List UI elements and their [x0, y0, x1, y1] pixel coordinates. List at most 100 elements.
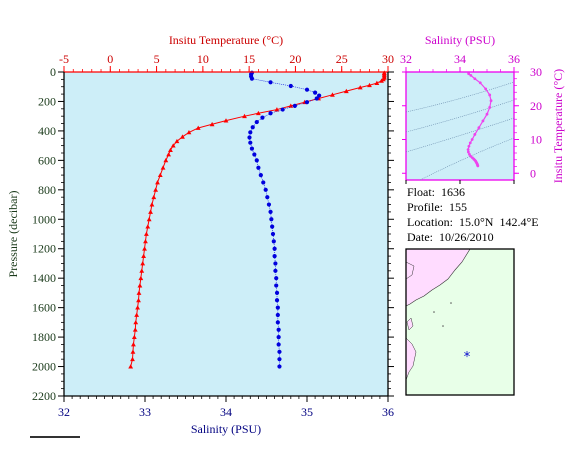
temperature-point: [136, 290, 142, 295]
temperature-point: [166, 152, 172, 157]
salinity-point: [268, 111, 273, 116]
salinity-point: [313, 90, 318, 95]
temperature-point: [157, 172, 163, 178]
ts-point: [466, 148, 470, 152]
temperature-point: [149, 202, 155, 207]
salinity-point: [248, 140, 253, 145]
salinity-point: [265, 195, 270, 200]
pressure-axis-label: Pressure (decibar): [6, 191, 20, 278]
map-island: [433, 311, 435, 313]
temperature-point: [223, 118, 229, 123]
salinity-point: [275, 320, 280, 325]
temperature-point: [288, 103, 294, 108]
salinity-point: [268, 209, 273, 215]
salinity-tick-label: 36: [382, 405, 394, 419]
ts-plot-marks: [466, 72, 493, 168]
salinity-point: [273, 261, 278, 266]
temperature-point: [174, 138, 180, 144]
ts-point: [478, 81, 482, 85]
salinity-point: [317, 93, 322, 98]
ts-salinity-tick-label: 34: [454, 52, 466, 66]
salinity-point: [256, 165, 261, 170]
salinity-point: [252, 152, 257, 157]
temperature-point: [136, 297, 141, 303]
profile-plot-marks: [128, 70, 387, 369]
salinity-point: [269, 217, 274, 222]
temperature-point: [153, 187, 159, 192]
salinity-point: [292, 103, 297, 108]
pressure-tick-label: 800: [38, 183, 56, 197]
temperature-point: [148, 209, 153, 214]
float-location: Location: 15.0°N 142.4°E: [407, 215, 539, 229]
temperature-point: [163, 157, 169, 163]
salinity-point: [247, 135, 252, 140]
temperature-point: [343, 88, 349, 94]
temperature-point: [133, 319, 139, 325]
salinity-point: [248, 130, 253, 135]
salinity-point: [274, 298, 280, 303]
salinity-point: [273, 268, 278, 273]
temperature-point: [160, 165, 166, 170]
salinity-point: [260, 115, 265, 120]
ts-point: [473, 133, 477, 136]
ts-temperature-tick-label: 10: [530, 133, 542, 147]
temperature-point: [135, 305, 140, 310]
salinity-point: [272, 246, 277, 251]
temperature-point: [134, 312, 140, 317]
salinity-point: [276, 342, 281, 347]
ts-temperature-tick-label: 20: [530, 99, 542, 113]
pressure-tick-label: 1600: [32, 301, 56, 315]
temperature-point: [131, 334, 137, 340]
salinity-point: [271, 239, 276, 244]
ts-point: [468, 152, 471, 156]
temperature-point: [141, 253, 147, 259]
salinity-point: [266, 202, 272, 207]
temperature-point: [256, 110, 261, 116]
temperature-tick-label: 0: [107, 52, 113, 66]
salinity-point: [275, 305, 280, 310]
salinity-point: [249, 76, 255, 81]
temperature-point: [130, 349, 136, 354]
temperature-point: [330, 92, 335, 97]
pressure-tick-label: 400: [38, 124, 56, 138]
temperature-point: [143, 231, 149, 236]
temperature-point: [137, 283, 143, 288]
ts-salinity-tick-label: 36: [508, 52, 520, 66]
ts-plot-area: [405, 71, 515, 181]
salinity-point: [272, 253, 277, 259]
density-contour: [405, 99, 515, 133]
temperature-point: [131, 342, 136, 347]
pressure-tick-label: 1800: [32, 330, 56, 344]
ts-point: [469, 73, 473, 77]
temperature-point: [186, 129, 192, 135]
temperature-point: [140, 261, 146, 266]
temperature-point: [379, 78, 384, 83]
temperature-point: [139, 268, 145, 273]
salinity-point: [277, 357, 282, 362]
temperature-point: [132, 327, 138, 332]
salinity-tick-label: 33: [139, 405, 151, 419]
pressure-tick-label: 1000: [32, 212, 56, 226]
temperature-point: [155, 180, 160, 185]
salinity-tick-label: 32: [58, 405, 70, 419]
ts-point: [477, 126, 481, 130]
ts-temperature-label: Insitu Temperature (°C): [551, 69, 565, 183]
temperature-point: [195, 125, 201, 130]
ts-point: [488, 93, 492, 97]
salinity-point: [288, 83, 293, 89]
temperature-tick-label: 5: [154, 52, 160, 66]
salinity-point: [274, 276, 279, 281]
map-island: [442, 325, 444, 327]
salinity-point: [270, 231, 276, 237]
salinity-point: [274, 283, 279, 288]
temperature-tick-label: 10: [197, 52, 209, 66]
temperature-point: [151, 194, 157, 200]
ts-salinity-label: Salinity (PSU): [425, 33, 495, 47]
ts-temperature-tick-label: 30: [530, 65, 542, 79]
temperature-point: [357, 85, 363, 90]
salinity-point: [268, 80, 273, 85]
salinity-point: [258, 172, 263, 178]
salinity-tick-label: 34: [220, 405, 232, 419]
salinity-point: [270, 224, 275, 229]
salinity-point: [274, 290, 280, 296]
